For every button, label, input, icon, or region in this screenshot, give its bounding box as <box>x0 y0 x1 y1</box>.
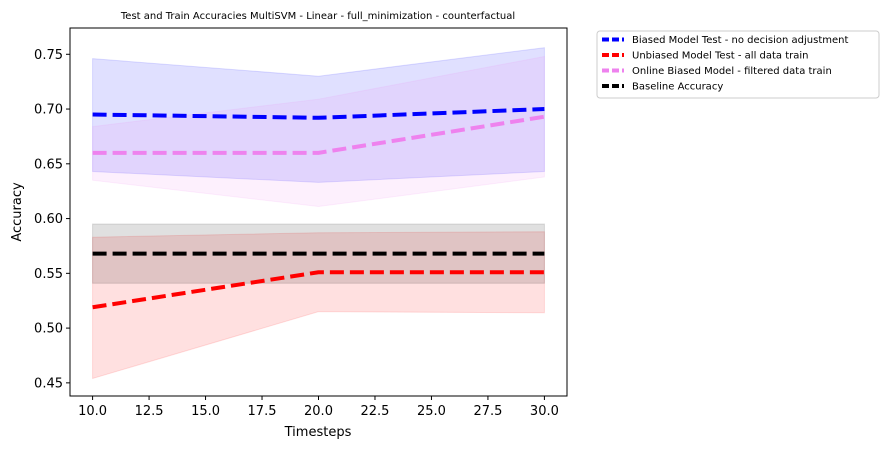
y-tick-label: 0.50 <box>34 322 63 337</box>
x-axis: 10.0 12.5 15.0 17.5 20.0 22.5 25.0 27.5 30.0 <box>78 396 559 419</box>
band-biased-model-test-no-decision-adjustment <box>92 47 545 183</box>
x-tick-label: 12.5 <box>135 404 164 419</box>
x-tick-label: 15.0 <box>191 404 220 419</box>
legend-label-unbiased-model-test-all-data-train: Unbiased Model Test - all data train <box>632 51 809 62</box>
chart-title: Test and Train Accuracies MultiSVM - Lin… <box>120 11 515 22</box>
series-lines <box>92 107 545 310</box>
legend-label-biased-model-test-no-decision-adjustment: Biased Model Test - no decision adjustme… <box>632 35 849 46</box>
legend: Biased Model Test - no decision adjustme… <box>596 30 880 99</box>
y-axis: 0.45 0.50 0.55 0.60 0.65 0.70 0.75 <box>34 48 70 391</box>
x-tick-label: 25.0 <box>417 404 446 419</box>
legend-label-online-biased-model-filtered-data-train: Online Biased Model - filtered data trai… <box>632 66 832 77</box>
line-online-biased-model-filtered-data-train <box>92 114 545 155</box>
y-tick-label: 0.70 <box>34 103 63 118</box>
y-tick-label: 0.55 <box>34 267 63 282</box>
y-tick-label: 0.45 <box>34 376 63 391</box>
line-biased-model-test-no-decision-adjustment <box>92 107 545 120</box>
legend-box <box>596 30 880 99</box>
x-axis-label: Timesteps <box>284 425 352 440</box>
confidence-bands <box>92 47 545 380</box>
x-tick-label: 20.0 <box>304 404 333 419</box>
x-tick-label: 27.5 <box>473 404 502 419</box>
y-axis-label: Accuracy <box>10 182 25 242</box>
y-tick-label: 0.65 <box>34 157 63 172</box>
x-tick-label: 10.0 <box>78 404 107 419</box>
band-unbiased-model-test-all-data-train <box>92 231 545 380</box>
x-tick-label: 17.5 <box>248 404 277 419</box>
y-tick-label: 0.75 <box>34 48 63 63</box>
x-tick-label: 22.5 <box>361 404 390 419</box>
band-online-biased-model-filtered-data-train <box>92 55 545 208</box>
x-tick-label: 30.0 <box>530 404 559 419</box>
line-unbiased-model-test-all-data-train <box>92 270 545 310</box>
legend-label-baseline-accuracy: Baseline Accuracy <box>632 82 723 93</box>
y-tick-label: 0.60 <box>34 212 63 227</box>
